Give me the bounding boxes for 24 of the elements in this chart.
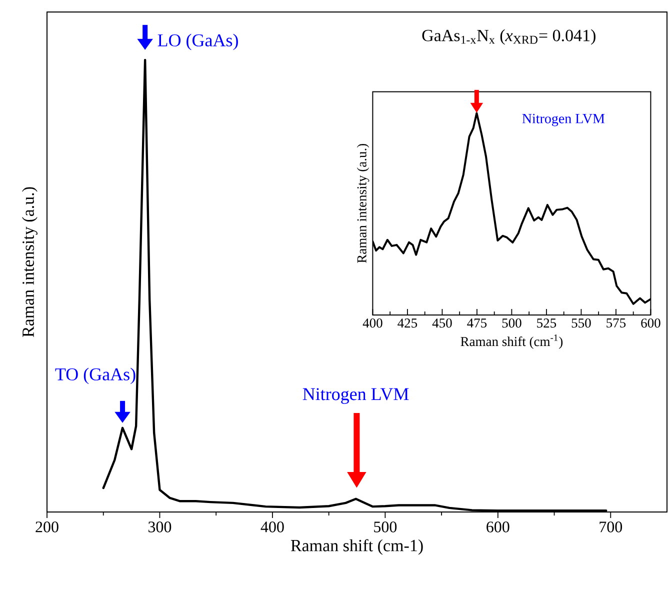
annotation: Nitrogen LVM <box>522 114 605 126</box>
x-tick-label: 500 <box>502 318 522 328</box>
x-tick-label: 600 <box>486 522 510 532</box>
x-axis-title: Raman shift (cm$^{-1}$) <box>460 334 563 349</box>
x-tick-label: 300 <box>148 522 172 532</box>
annotation: LO (GaAs) <box>158 34 238 50</box>
x-tick-label: 525 <box>537 318 556 328</box>
y-axis-title: Raman intensity (a.u.) <box>356 144 370 263</box>
x-tick-label: 475 <box>467 318 487 328</box>
annotation: Nitrogen LVM <box>302 388 409 404</box>
x-tick-label: 700 <box>600 522 622 532</box>
annotation: TO (GaAs) <box>55 368 136 384</box>
x-tick-label: 600 <box>641 318 660 328</box>
x-tick-label: 575 <box>606 318 626 328</box>
x-tick-label: 400 <box>362 318 382 328</box>
x-tick-label: 200 <box>36 522 58 532</box>
x-tick-label: 500 <box>374 522 397 532</box>
x-tick-label: 400 <box>260 522 284 532</box>
x-tick-label: 450 <box>432 318 452 328</box>
x-tick-label: 550 <box>572 318 591 328</box>
y-axis-title: Raman intensity (a.u.) <box>22 187 38 338</box>
chart-title: GaAs$_{1-x}$N$_{x}$ (x$_{XRD}$= 0.041) <box>422 29 596 45</box>
x-tick-label: 425 <box>398 318 418 328</box>
x-axis-title: Raman shift (cm-1) <box>290 539 423 555</box>
